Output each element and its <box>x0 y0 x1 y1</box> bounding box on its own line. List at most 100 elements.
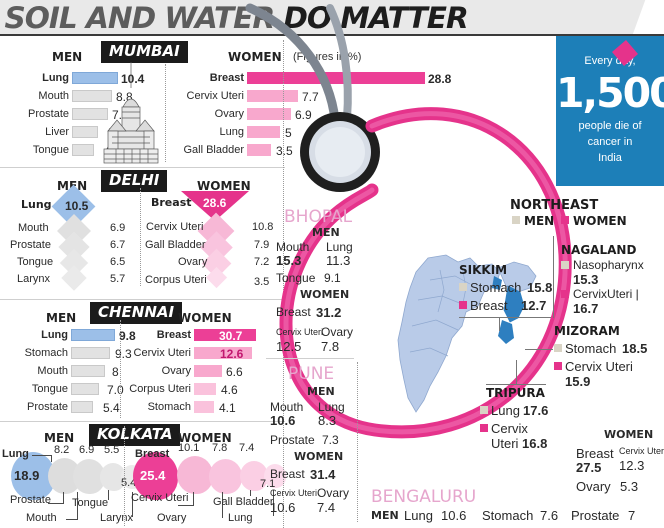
site-label: Cervix Uteri <box>146 221 204 233</box>
tripura-pointer <box>516 360 517 384</box>
bhopal-women-heading: WOMEN <box>300 288 350 301</box>
title-bar: SOIL AND WATER DO MATTER <box>0 0 664 36</box>
value-bar <box>71 365 105 377</box>
value-bar <box>194 401 214 413</box>
city-chip-chennai: CHENNAI <box>90 302 183 324</box>
site-label: Lung <box>318 400 345 414</box>
value-label: 9.8 <box>119 329 136 343</box>
value-bar <box>71 401 93 413</box>
value-label: 10.6 <box>441 508 467 523</box>
tripura-men-swatch <box>480 406 488 414</box>
site-label: Lung <box>491 403 520 418</box>
value-label: 30.7 <box>219 329 243 343</box>
kolkata-w-leader-1 <box>193 492 194 506</box>
site-label: Prostate <box>27 401 68 413</box>
callout-line2: people die of <box>578 120 642 132</box>
site-label-1a: Cervix Uteri <box>131 492 189 504</box>
mumbai-column-divider <box>165 64 166 162</box>
value-bar <box>194 383 216 395</box>
value-bar <box>71 329 115 341</box>
kolkata-leader-2 <box>77 492 78 520</box>
value-label: 15.3 <box>573 272 599 287</box>
value-label: 18.5 <box>622 341 648 356</box>
site-label: Cervix Uteri <box>186 90 244 102</box>
delhi-column-divider <box>140 188 141 286</box>
chennai-men-row-1: Stomach 9.3 <box>0 346 132 361</box>
mumbai-women-row-0: Breast 28.8 <box>175 71 451 86</box>
page-title: SOIL AND WATER DO MATTER <box>4 2 468 34</box>
value-label: 25.4 <box>140 468 166 483</box>
value-label: 3.5 <box>276 144 293 158</box>
kolkata-women-shape-0 <box>133 452 178 500</box>
sikkim-heading: SIKKIM <box>459 263 508 277</box>
chennai-women-row-2: Ovary 6.6 <box>130 364 280 379</box>
value-label: 7.4 <box>239 442 255 454</box>
legend-swatch-men <box>512 216 520 224</box>
value-label: 15.9 <box>565 374 591 389</box>
value-label: 11.3 <box>326 253 351 268</box>
value-label: 16.7 <box>573 301 599 316</box>
site-label: Breast <box>470 298 508 313</box>
northeast-heading: NORTHEAST <box>510 198 599 213</box>
nagaland-men-swatch <box>561 261 569 269</box>
value-label: 28.8 <box>428 72 452 86</box>
mumbai-women-row-4: Gall Bladder 3.5 <box>175 143 425 158</box>
value-label: 15.8 <box>527 280 553 295</box>
value-label: 6.7 <box>110 239 126 251</box>
value-bar <box>247 90 298 102</box>
value-label: 8.2 <box>54 444 70 456</box>
value-label: 5.7 <box>110 273 126 285</box>
chennai-men-row-4: Prostate 5.4 <box>0 400 120 415</box>
chennai-men-heading: MEN <box>46 311 77 325</box>
value-label: 10.6 <box>270 500 296 515</box>
site-label: Cervix <box>491 421 528 436</box>
chennai-men-row-2: Mouth 8 <box>0 364 119 379</box>
nagaland-women-swatch <box>561 290 569 298</box>
kolkata-leader-3 <box>108 490 109 500</box>
site-label: Liver <box>45 126 69 138</box>
site-label: Prostate <box>571 508 620 523</box>
kolkata-w-leader-3 <box>250 490 251 496</box>
tripura-heading: TRIPURA <box>486 386 545 400</box>
divider-bhopal-pune <box>266 358 354 359</box>
site-label-2: Uteri <box>491 436 519 451</box>
legend-label-women: WOMEN <box>573 214 627 228</box>
value-label: 6.5 <box>110 256 126 268</box>
site-label: Breast <box>135 448 170 460</box>
value-label: 7.0 <box>107 383 124 397</box>
sikkim-men-swatch <box>459 283 467 291</box>
value-label: 7.8 <box>321 339 340 354</box>
site-label: Stomach <box>147 401 191 413</box>
value-bar <box>247 108 291 120</box>
value-label: 7 <box>628 508 636 523</box>
value-label: 10.8 <box>252 221 274 233</box>
site-label: Ovary <box>321 325 354 339</box>
value-label: 12.3 <box>619 458 645 473</box>
site-label: Cervix Uteri <box>276 327 324 337</box>
mumbai-women-row-1: Cervix Uteri 7.7 <box>175 89 425 104</box>
nagaland-heading: NAGALAND <box>561 243 637 257</box>
value-label: 8 <box>112 365 119 379</box>
value-label: 10.1 <box>178 442 200 454</box>
kolkata-women-shape-4 <box>264 464 286 488</box>
callout-number: 1,500 <box>556 69 664 117</box>
value-label: 7.9 <box>254 239 270 251</box>
value-label: 6.9 <box>79 444 95 456</box>
value-bar <box>71 383 99 395</box>
pune-bengaluru-divider <box>357 362 358 522</box>
city-name-bengaluru: BENGALURU <box>371 487 477 507</box>
daily-deaths-callout: Every day, 1,500 people die of cancer in… <box>556 36 664 186</box>
site-label-3a: Gall Bladder <box>213 496 274 508</box>
tripura-underline <box>486 384 546 385</box>
site-label: Lung <box>404 508 433 523</box>
kolkata-leader-0 <box>32 455 52 456</box>
value-label: 6.9 <box>295 108 312 122</box>
site-label: Breast <box>156 329 191 341</box>
site-label: Gall Bladder <box>183 144 244 156</box>
site-label: Lung <box>42 72 69 84</box>
value-label: 17.6 <box>523 403 549 418</box>
site-label: Stomach <box>482 508 534 523</box>
callout-line4: India <box>598 152 622 164</box>
city-chip-delhi: DELHI <box>101 170 168 192</box>
site-label: Corpus Uteri <box>129 383 191 395</box>
